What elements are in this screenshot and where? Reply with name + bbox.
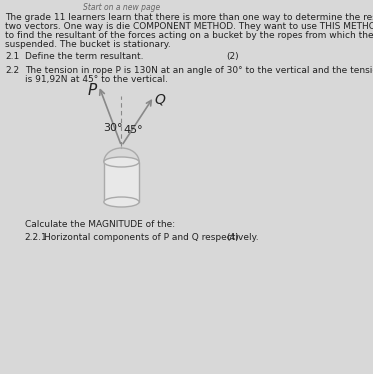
Ellipse shape [104, 197, 139, 207]
Text: Horizontal components of P and Q respectively.: Horizontal components of P and Q respect… [44, 233, 259, 242]
Text: Calculate the MAGNITUDE of the:: Calculate the MAGNITUDE of the: [25, 220, 175, 229]
Text: Q: Q [155, 92, 166, 107]
Text: Define the term resultant.: Define the term resultant. [25, 52, 143, 61]
Text: 2.1: 2.1 [5, 52, 19, 61]
Text: 2.2: 2.2 [5, 66, 19, 75]
Bar [104, 162, 139, 202]
Text: 45°: 45° [123, 125, 143, 135]
Text: P: P [88, 83, 97, 98]
Text: The tension in rope P is 130N at an angle of 30° to the vertical and the tension: The tension in rope P is 130N at an angl… [25, 66, 373, 75]
Text: to find the resultant of the forces acting on a bucket by the ropes from which t: to find the resultant of the forces acti… [5, 31, 373, 40]
Text: is 91,92N at 45° to the vertical.: is 91,92N at 45° to the vertical. [25, 75, 168, 84]
Text: 2.2.1: 2.2.1 [25, 233, 48, 242]
Text: suspended. The bucket is stationary.: suspended. The bucket is stationary. [5, 40, 171, 49]
Text: (4): (4) [226, 233, 238, 242]
Text: 30°: 30° [103, 123, 123, 133]
Ellipse shape [104, 157, 139, 167]
Text: Start on a new page: Start on a new page [83, 3, 160, 12]
Text: (2): (2) [226, 52, 238, 61]
Text: two vectors. One way is die COMPONENT METHOD. They want to use THIS METHOD: two vectors. One way is die COMPONENT ME… [5, 22, 373, 31]
Text: The grade 11 learners learn that there is more than one way to determine the res: The grade 11 learners learn that there i… [5, 13, 373, 22]
